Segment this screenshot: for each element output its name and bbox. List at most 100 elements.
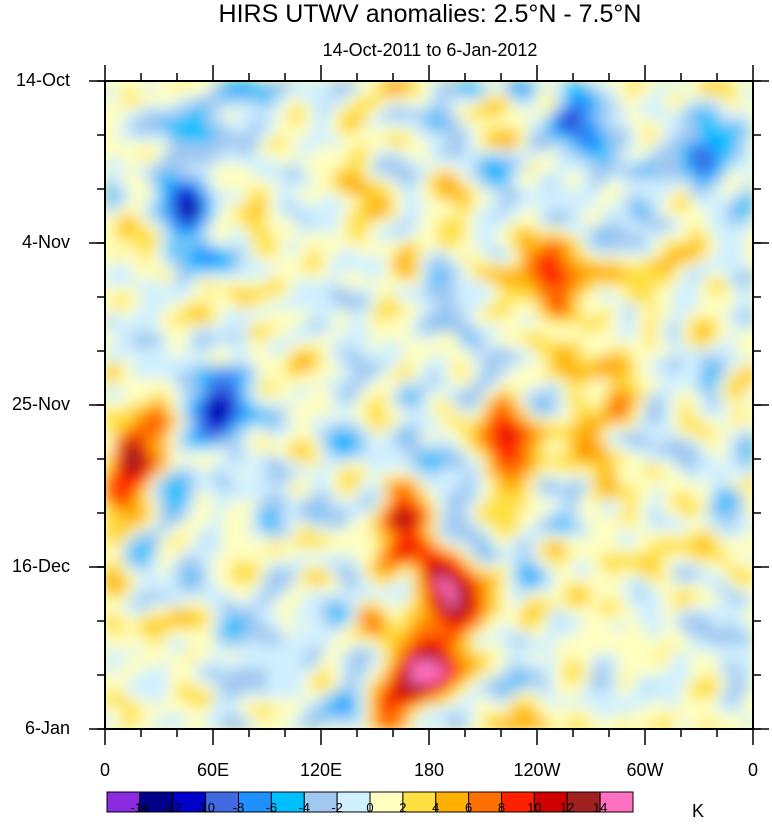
heatmap-cell (465, 126, 475, 135)
heatmap-cell (609, 103, 619, 113)
heatmap-cell (204, 424, 214, 433)
heatmap-cell (141, 157, 151, 166)
heatmap-cell (249, 241, 259, 250)
heatmap-cell (582, 172, 592, 181)
heatmap-cell (546, 446, 556, 456)
heatmap-cell (708, 393, 718, 402)
heatmap-cell (276, 370, 286, 379)
heatmap-cell (636, 370, 646, 379)
heatmap-cell (132, 195, 142, 204)
heatmap-cell (249, 103, 259, 113)
heatmap-cell (654, 324, 664, 334)
heatmap-cell (240, 210, 250, 219)
heatmap-cell (312, 309, 322, 318)
heatmap-cell (231, 568, 241, 578)
heatmap-cell (375, 279, 385, 288)
heatmap-cell (690, 469, 700, 479)
heatmap-cell (123, 157, 133, 166)
heatmap-cell (600, 416, 610, 425)
heatmap-cell (114, 187, 124, 196)
heatmap-cell (429, 172, 439, 181)
heatmap-cell (105, 553, 115, 562)
heatmap-cell (717, 500, 727, 509)
heatmap-cell (204, 187, 214, 196)
heatmap-cell (654, 576, 664, 585)
heatmap-cell (177, 591, 187, 600)
heatmap-cell (726, 568, 736, 578)
heatmap-cell (339, 233, 349, 242)
heatmap-cell (654, 530, 664, 540)
heatmap-cell (717, 492, 727, 501)
heatmap-cell (312, 408, 322, 418)
heatmap-cell (321, 370, 331, 379)
heatmap-cell (276, 492, 286, 501)
heatmap-cell (717, 96, 727, 105)
heatmap-cell (429, 225, 439, 235)
heatmap-cell (564, 530, 574, 540)
heatmap-cell (591, 530, 601, 540)
heatmap-cell (726, 195, 736, 204)
heatmap-cell (249, 218, 259, 227)
heatmap-cell (519, 347, 529, 357)
heatmap-cell (573, 141, 583, 151)
heatmap-cell (249, 561, 259, 570)
heatmap-cell (249, 317, 259, 326)
heatmap-cell (384, 119, 394, 128)
heatmap-cell (402, 439, 412, 448)
heatmap-cell (321, 355, 331, 364)
heatmap-cell (447, 317, 457, 326)
heatmap-cell (294, 462, 304, 471)
heatmap-cell (357, 553, 367, 562)
heatmap-cell (456, 202, 466, 212)
heatmap-cell (366, 157, 376, 166)
heatmap-cell (114, 263, 124, 273)
heatmap-cell (501, 355, 511, 364)
heatmap-cell (375, 477, 385, 486)
heatmap-cell (546, 302, 556, 311)
heatmap-cell (483, 302, 493, 311)
heatmap-cell (159, 103, 169, 113)
heatmap-cell (132, 286, 142, 296)
heatmap-cell (618, 591, 628, 600)
heatmap-cell (105, 393, 115, 402)
heatmap-cell (168, 111, 178, 120)
heatmap-cell (681, 454, 691, 463)
heatmap-cell (204, 111, 214, 120)
heatmap-cell (276, 103, 286, 113)
heatmap-cell (303, 309, 313, 318)
heatmap-cell (123, 424, 133, 433)
heatmap-cell (132, 515, 142, 524)
heatmap-cell (285, 81, 295, 90)
heatmap-cell (249, 96, 259, 105)
heatmap-cell (375, 134, 385, 143)
heatmap-cell (573, 431, 583, 440)
heatmap-cell (429, 431, 439, 440)
heatmap-cell (123, 584, 133, 593)
heatmap-cell (402, 469, 412, 479)
heatmap-cell (591, 408, 601, 418)
heatmap-cell (483, 324, 493, 334)
heatmap-cell (474, 180, 484, 189)
heatmap-cell (330, 103, 340, 113)
heatmap-cell (726, 332, 736, 341)
heatmap-cell (627, 271, 637, 280)
heatmap-cell (744, 599, 753, 608)
heatmap-cell (375, 576, 385, 585)
heatmap-cell (384, 172, 394, 181)
heatmap-cell (501, 294, 511, 303)
heatmap-cell (456, 439, 466, 448)
heatmap-cell (231, 172, 241, 181)
heatmap-cell (375, 546, 385, 555)
heatmap-cell (627, 195, 637, 204)
heatmap-cell (195, 233, 205, 242)
heatmap-cell (699, 492, 709, 501)
heatmap-cell (348, 225, 358, 235)
heatmap-cell (564, 202, 574, 212)
heatmap-cell (735, 507, 745, 517)
heatmap-cell (384, 241, 394, 250)
heatmap-cell (609, 401, 619, 410)
heatmap-cell (186, 233, 196, 242)
heatmap-cell (564, 424, 574, 433)
heatmap-cell (150, 332, 160, 341)
heatmap-cell (555, 157, 565, 166)
